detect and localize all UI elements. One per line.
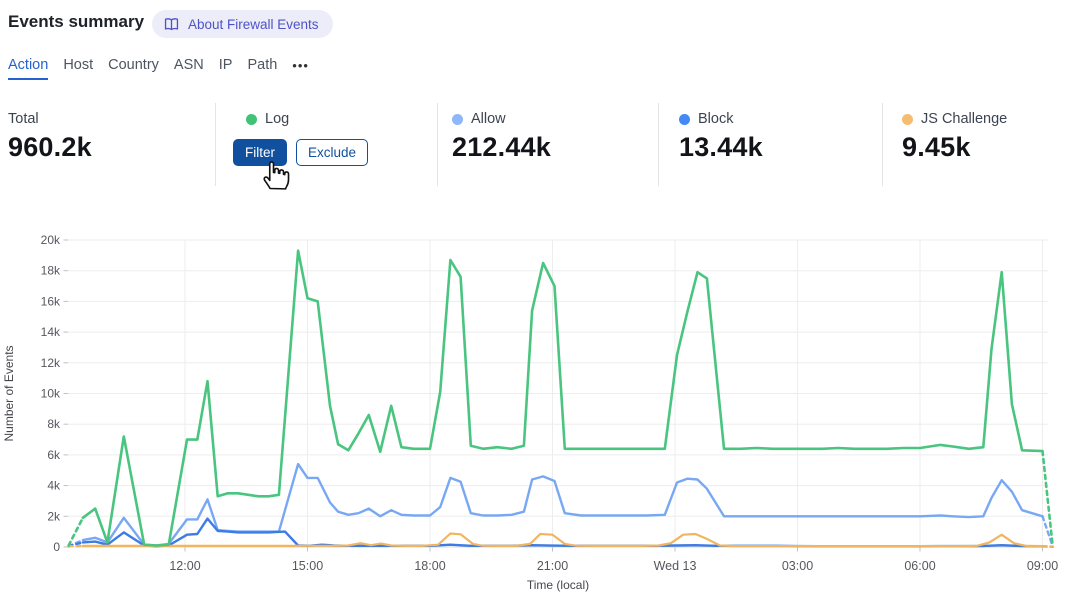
allow-label-text: Allow	[471, 111, 506, 127]
card-divider	[882, 103, 883, 186]
card-divider	[437, 103, 438, 186]
tab-path[interactable]: Path	[247, 57, 278, 73]
book-icon	[164, 17, 179, 30]
allow-legend-dot	[452, 113, 463, 125]
svg-text:0: 0	[53, 540, 60, 554]
log-line	[81, 249, 1044, 547]
tab-host[interactable]: Host	[63, 57, 94, 73]
filter-button[interactable]: Filter	[233, 139, 287, 166]
tab-more-ellipsis[interactable]: •••	[292, 58, 309, 73]
svg-text:Time (local): Time (local)	[527, 578, 589, 592]
log-label-text: Log	[265, 111, 290, 127]
svg-text:18k: 18k	[41, 264, 61, 278]
svg-text:20k: 20k	[41, 233, 61, 247]
js-challenge-line	[81, 532, 1044, 548]
svg-text:15:00: 15:00	[292, 559, 323, 573]
block-label-text: Block	[698, 111, 734, 127]
dimension-tabs: Action Host Country ASN IP Path •••	[8, 57, 309, 80]
about-badge-label: About Firewall Events	[188, 16, 319, 32]
svg-text:Wed 13: Wed 13	[654, 559, 697, 573]
block-legend-dot	[679, 113, 690, 125]
svg-text:10k: 10k	[41, 387, 61, 401]
card-divider	[215, 103, 216, 186]
svg-text:18:00: 18:00	[414, 559, 445, 573]
svg-text:09:00: 09:00	[1027, 559, 1058, 573]
js-challenge-card-label[interactable]: JS Challenge	[902, 111, 1007, 127]
svg-text:4k: 4k	[47, 479, 61, 493]
svg-text:03:00: 03:00	[782, 559, 813, 573]
js-challenge-value: 9.45k	[902, 132, 971, 162]
total-label: Total	[8, 111, 39, 127]
js-challenge-label-text: JS Challenge	[921, 111, 1008, 127]
svg-text:14k: 14k	[41, 325, 61, 339]
allow-card-label[interactable]: Allow	[452, 111, 506, 127]
svg-text:6k: 6k	[47, 448, 61, 462]
tab-country[interactable]: Country	[108, 57, 159, 73]
svg-text:2k: 2k	[47, 509, 61, 523]
allow-value: 212.44k	[452, 132, 551, 162]
svg-text:8k: 8k	[47, 417, 61, 431]
svg-text:21:00: 21:00	[537, 559, 568, 573]
card-divider	[658, 103, 659, 186]
js-challenge-legend-dot	[902, 113, 913, 125]
total-value: 960.2k	[8, 132, 92, 162]
exclude-button[interactable]: Exclude	[296, 139, 369, 166]
about-firewall-events-link[interactable]: About Firewall Events	[152, 10, 333, 38]
svg-text:12:00: 12:00	[169, 559, 200, 573]
svg-text:06:00: 06:00	[904, 559, 935, 573]
block-value: 13.44k	[679, 132, 763, 162]
page-title: Events summary	[8, 12, 145, 31]
tab-ip[interactable]: IP	[218, 57, 233, 73]
log-legend-dot	[246, 113, 257, 125]
block-card-label[interactable]: Block	[679, 111, 733, 127]
tab-action[interactable]: Action	[8, 57, 49, 80]
allow-line	[81, 462, 1044, 547]
log-card-label[interactable]: Log	[246, 111, 289, 127]
svg-text:16k: 16k	[41, 294, 61, 308]
svg-text:Number of Events: Number of Events	[2, 345, 16, 441]
tab-asn[interactable]: ASN	[173, 57, 204, 73]
svg-text:12k: 12k	[41, 356, 61, 370]
